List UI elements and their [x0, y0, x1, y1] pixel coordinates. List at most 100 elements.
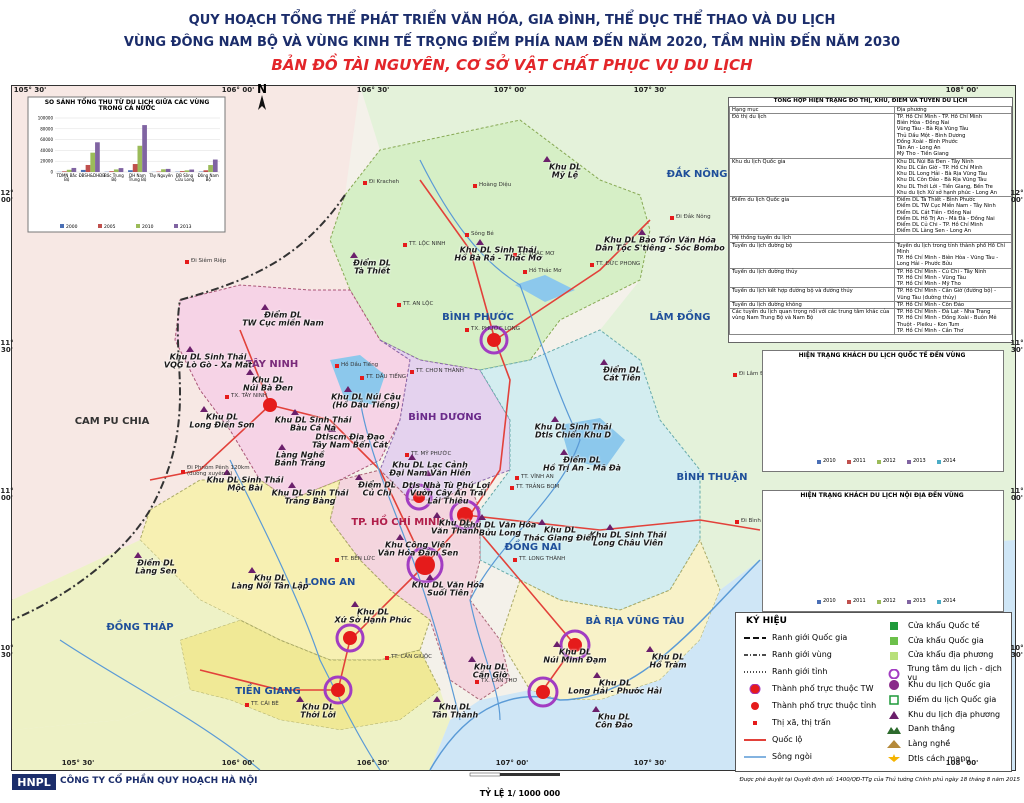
town-marker [515, 476, 519, 480]
table-row: Tuyến du lịch đường thủy TP. Hồ Chí Minh … [729, 267, 1012, 289]
table-cell [893, 234, 1012, 243]
legend-label: Ranh giới vùng [772, 649, 832, 659]
legend-swatch [907, 460, 911, 464]
table-row: Tuyến du lịch đường bộ Tuyến du lịch tron… [729, 241, 1012, 269]
city-marker [413, 491, 425, 503]
legend-symbol [890, 651, 898, 660]
place-label: Khu DL Mỹ Lệ [548, 162, 582, 180]
legend-label: 2005 [104, 224, 116, 230]
longitude-label: 106° 00' [221, 86, 255, 94]
y-tick-label: 80000 [40, 126, 53, 131]
place-label: Điểm DL Củ Chi [358, 480, 396, 498]
legend-symbol [751, 702, 759, 710]
place-label: Khu DL Núi Minh Đạm [543, 647, 607, 665]
place-icon [426, 574, 434, 580]
legend-swatch [817, 460, 821, 464]
town-label: Sông Bé [471, 231, 494, 238]
bar [179, 171, 185, 172]
legend-label: 2013 [180, 224, 192, 230]
bar [128, 170, 133, 172]
center-ring [335, 623, 365, 653]
longitude-label: 105° 30' [61, 759, 95, 767]
longitude-label: 106° 30' [356, 759, 390, 767]
town-marker [473, 184, 477, 188]
latitude-label: 11° 30' [0, 339, 14, 355]
legend-swatch [907, 600, 911, 604]
longitude-label: 107° 30' [633, 86, 667, 94]
center-ring [479, 325, 509, 355]
legend-item: Trung tâm du lịch - dịch vụ [884, 665, 1011, 682]
bar [184, 170, 190, 172]
lake [560, 418, 625, 468]
centers [263, 325, 591, 708]
legend-label: Thành phố trực thuộc TW [772, 683, 874, 693]
subtitle: BẢN ĐỒ TÀI NGUYÊN, CƠ SỞ VẬT CHẤT PHỤC V… [271, 56, 753, 74]
approval-note: Được phê duyệt tại Quyết định số: 1400/Q… [739, 777, 1021, 783]
place-icon [288, 482, 296, 488]
x-tick-label: ĐB Sông Cửu Long [175, 173, 195, 183]
place-icon [592, 706, 600, 712]
table: Hạng mục Địa phương Đô thị du lịch TP. Hồ C… [729, 105, 1012, 335]
y-tick-label: 40000 [40, 148, 53, 153]
longitude-label: 107° 30' [633, 759, 667, 767]
legend-label: Dtls cách mạng [908, 753, 971, 763]
town-label: Đi Đắk Nông [676, 214, 711, 221]
chart-title: SO SÁNH TỔNG THU TỪ DU LỊCH GIỮA CÁC VÙN… [44, 99, 210, 113]
legend-label: Thị xã, thị trấn [772, 717, 831, 727]
place-label: Khu DL Thác Giang Điền [523, 525, 597, 543]
border [11, 194, 346, 621]
place-icon [344, 386, 352, 392]
legend-label: 2010 [823, 458, 836, 464]
table-cell: Tuyến du lịch đường không [729, 300, 895, 310]
x-tick-label: ĐBSH&DHĐB [78, 173, 105, 178]
bar [66, 169, 72, 172]
town-label: TT. DẦU TIẾNG [366, 374, 407, 381]
table-cell: Đô thị du lịch [729, 113, 895, 159]
legend-label: 2000 [66, 224, 78, 230]
legend-label: Khu du lịch Quốc gia [908, 679, 991, 689]
legend-label: 2010 [142, 224, 154, 230]
town-marker [733, 373, 737, 377]
legend-symbol [889, 710, 899, 719]
x-tick-label: Tây Nguyên [149, 173, 173, 178]
place-label: Điểm DL Hồ Trị An - Mã Đà [542, 455, 622, 473]
chart-title: HIỆN TRẠNG KHÁCH DU LỊCH QUỐC TẾ ĐẾN VÙN… [798, 352, 966, 359]
legend-symbol [744, 756, 766, 758]
place-icon [134, 552, 142, 558]
latitude-label: 10° 30' [1010, 644, 1024, 660]
city-marker [457, 507, 473, 523]
region-label: TIỀN GIANG [235, 685, 301, 697]
region-label: TP. HỒ CHÍ MINH [351, 516, 445, 528]
legend-item: Sông ngòi [744, 752, 812, 762]
table-cell: TP. Hồ Chí Minh - Củ Chi - Tây Ninh TP. … [893, 267, 1012, 289]
legend-label: 2012 [883, 458, 896, 464]
table-cell: Tuyến du lịch kết hợp đường bộ và đường … [729, 287, 895, 302]
legend-label: Cửa khẩu địa phương [908, 650, 994, 660]
legend-title: KÝ HIỆU [746, 616, 787, 626]
table-cell: TP. Hồ Chí Minh - Côn Đảo [893, 300, 1012, 310]
legend-label: 2010 [823, 598, 836, 604]
place-label: Khu DL Xứ Sở Hạnh Phúc [334, 607, 412, 625]
legend-item: Cửa khẩu địa phương [884, 650, 994, 661]
region-label: CAM PU CHIA [74, 415, 150, 427]
city-marker [331, 683, 345, 697]
legend-symbol [744, 654, 766, 656]
center-ring [559, 629, 591, 661]
latitude-label: 12° 00' [1010, 189, 1024, 205]
place-icon [200, 406, 208, 412]
place-icon [261, 304, 269, 310]
region-label: ĐỒNG NAI [504, 541, 562, 553]
table-cell: TP. Hồ Chí Minh - TP. Hồ Chí Minh Biên H… [893, 113, 1012, 159]
place-icon [278, 444, 286, 450]
legend-item: Danh thắng [884, 724, 955, 735]
legend-item: Cửa khẩu Quốc tế [884, 621, 980, 631]
longitude-label: 107° 00' [493, 86, 527, 94]
town-marker [510, 486, 514, 490]
city-marker [263, 398, 277, 412]
legend-swatch [847, 460, 851, 464]
legend-label: 2011 [853, 598, 866, 604]
legend-item: Thành phố trực thuộc TW [744, 684, 873, 694]
legend-label: Làng nghề [908, 739, 951, 749]
bar [118, 168, 124, 172]
